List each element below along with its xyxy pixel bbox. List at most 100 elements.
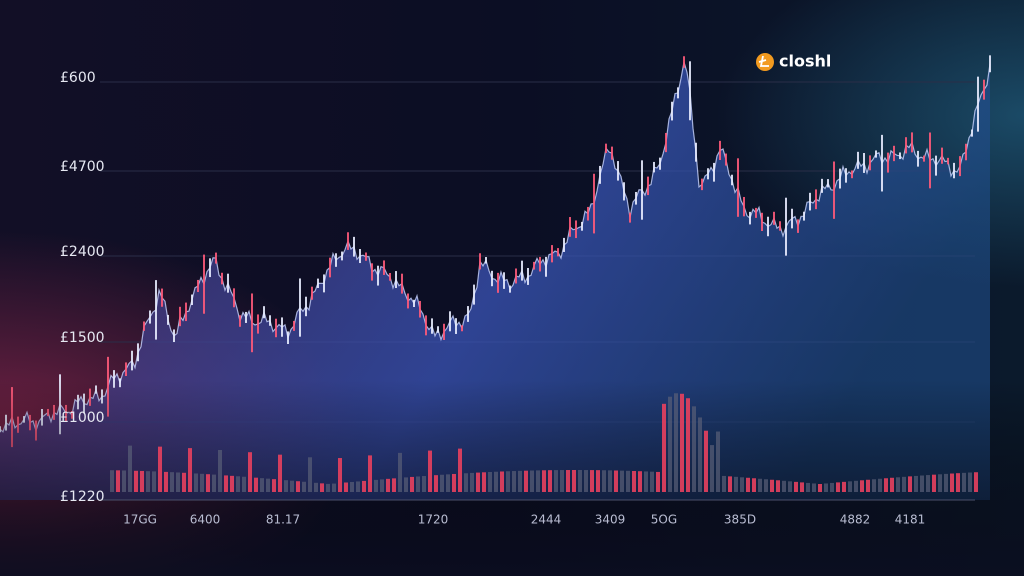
- volume-bar: [602, 470, 606, 492]
- volume-bar: [572, 470, 576, 492]
- volume-bar: [890, 477, 894, 492]
- x-tick-label: 2444: [531, 513, 562, 527]
- volume-bar: [434, 475, 438, 492]
- volume-bar: [596, 470, 600, 492]
- volume-bar: [776, 480, 780, 492]
- volume-bar: [380, 479, 384, 492]
- volume-bar: [320, 483, 324, 492]
- volume-bar: [674, 393, 678, 492]
- volume-bar: [368, 455, 372, 492]
- volume-bar: [656, 471, 660, 492]
- volume-bar: [752, 478, 756, 492]
- volume-bar: [704, 430, 708, 492]
- volume-bar: [872, 479, 876, 492]
- volume-bar: [242, 476, 246, 492]
- volume-bar: [290, 480, 294, 492]
- volume-bar: [740, 477, 744, 492]
- volume-bar: [482, 472, 486, 492]
- volume-bar: [746, 477, 750, 492]
- x-tick-label: 4181: [895, 513, 926, 527]
- volume-bar: [500, 471, 504, 492]
- volume-bar: [542, 470, 546, 492]
- volume-bar: [206, 474, 210, 492]
- volume-bar: [326, 483, 330, 492]
- volume-bar: [590, 470, 594, 492]
- volume-bar: [170, 472, 174, 492]
- volume-bar: [716, 431, 720, 492]
- volume-bar: [200, 473, 204, 492]
- volume-bar: [404, 477, 408, 492]
- price-line: [0, 61, 991, 433]
- volume-bar: [722, 475, 726, 492]
- volume-bar: [788, 481, 792, 492]
- volume-bar: [182, 472, 186, 492]
- volume-bar: [236, 476, 240, 492]
- volume-bar: [812, 483, 816, 492]
- y-tick-label: £1500: [60, 330, 105, 346]
- volume-bar: [110, 470, 114, 492]
- volume-bar: [260, 478, 264, 492]
- volume-bar: [944, 473, 948, 492]
- volume-bar: [728, 476, 732, 492]
- volume-bar: [920, 475, 924, 492]
- volume-bar: [302, 481, 306, 492]
- volume-bar: [830, 482, 834, 492]
- volume-bar: [950, 473, 954, 492]
- y-tick-label: £1220: [60, 489, 105, 505]
- volume-bar: [128, 445, 132, 492]
- volume-bar: [902, 476, 906, 492]
- volume-bar: [338, 458, 342, 492]
- volume-bar: [116, 470, 120, 492]
- volume-bar: [428, 450, 432, 492]
- volume-bar: [362, 480, 366, 492]
- volume-bar: [734, 476, 738, 492]
- volume-bar: [458, 448, 462, 492]
- x-tick-label: 5OG: [651, 513, 677, 527]
- volume-bar: [530, 470, 534, 492]
- volume-bar: [506, 471, 510, 492]
- volume-bar: [560, 470, 564, 492]
- volume-bar: [350, 481, 354, 492]
- volume-bar: [770, 479, 774, 492]
- volume-bar: [314, 482, 318, 492]
- volume-bar: [764, 479, 768, 492]
- volume-bar: [386, 478, 390, 492]
- volume-bar: [620, 470, 624, 492]
- volume-bar: [518, 470, 522, 492]
- volume-bar: [926, 475, 930, 492]
- volume-bar: [608, 470, 612, 492]
- volume-bar: [140, 470, 144, 492]
- volume-bar: [644, 471, 648, 492]
- volume-bar: [272, 479, 276, 492]
- volume-bar: [578, 470, 582, 492]
- volume-bar: [218, 449, 222, 492]
- volume-bar: [512, 471, 516, 492]
- volume-bar: [146, 471, 150, 492]
- y-tick-label: £2400: [60, 244, 105, 260]
- volume-bar: [800, 482, 804, 492]
- volume-bar: [884, 478, 888, 492]
- volume-bar: [806, 482, 810, 492]
- volume-bar: [782, 480, 786, 492]
- volume-bar: [374, 479, 378, 492]
- x-tick-label: 385D: [724, 513, 756, 527]
- x-tick-label: 3409: [595, 513, 626, 527]
- volume-bar: [974, 472, 978, 492]
- volume-bar: [662, 403, 666, 492]
- volume-bar: [566, 470, 570, 492]
- volume-bar: [962, 472, 966, 492]
- volume-bar: [824, 483, 828, 492]
- volume-bar: [908, 476, 912, 492]
- x-tick-label: 81.17: [266, 513, 300, 527]
- brand-icon-glyph: [758, 55, 769, 67]
- volume-bar: [548, 470, 552, 492]
- volume-bar: [332, 483, 336, 492]
- volume-bar: [188, 448, 192, 492]
- volume-bar: [308, 457, 312, 492]
- volume-bar: [398, 452, 402, 492]
- volume-bar: [122, 470, 126, 492]
- volume-bar: [914, 475, 918, 492]
- volume-bar: [968, 472, 972, 492]
- volume-bar: [554, 470, 558, 492]
- volume-bar: [422, 476, 426, 492]
